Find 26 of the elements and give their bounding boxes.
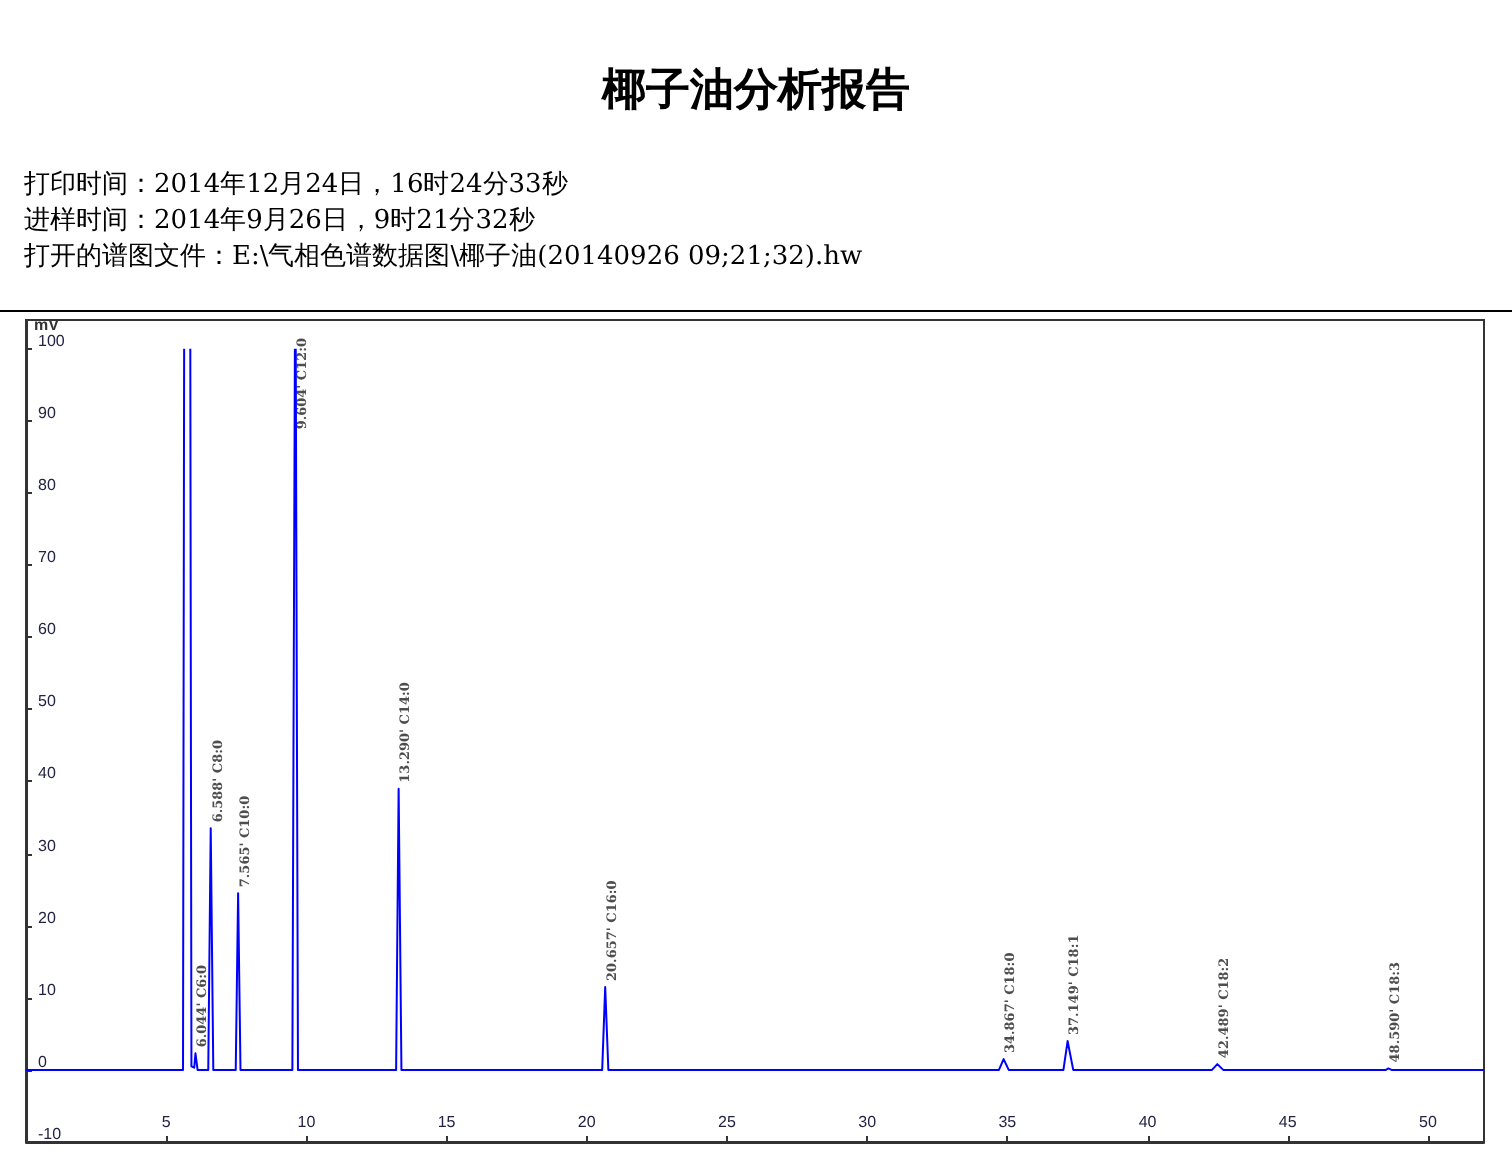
y-tick-label: 80	[38, 476, 57, 495]
y-tick-label: 90	[38, 403, 57, 422]
x-tick-label: 15	[437, 1113, 457, 1131]
text: 进样时间：2014年9月26日，9时21分32秒	[24, 204, 537, 240]
chart-title: 椰子油分析报告	[599, 62, 912, 120]
x-tick-label: 50	[1419, 1113, 1438, 1131]
x-tick-label: 10	[297, 1113, 317, 1131]
y-tick-label: 0	[38, 1052, 48, 1071]
y-tick-label: -10	[38, 1125, 63, 1143]
x-tick-label: 20	[577, 1113, 597, 1131]
x-tick-label: 25	[718, 1113, 737, 1131]
y-tick-label: 40	[38, 764, 57, 783]
x-tick-label: 5	[161, 1113, 172, 1131]
text: 打开的谱图文件：E:\气相色谱数据图\椰子油(20140926 09;21;32).hw	[24, 240, 863, 276]
x-tick-label: 30	[858, 1113, 878, 1131]
y-tick-label: 100	[38, 331, 66, 350]
x-tick-label: 45	[1278, 1113, 1298, 1131]
y-tick-label: 60	[38, 620, 57, 639]
y-tick-label: 20	[38, 908, 57, 927]
x-tick-label: 40	[1138, 1113, 1158, 1131]
x-tick-label: 35	[998, 1113, 1018, 1131]
y-tick-label: 50	[38, 692, 57, 711]
y-tick-label: 70	[38, 548, 57, 567]
y-tick-label: 10	[38, 980, 57, 999]
text: 打印时间：2014年12月24日，16时24分33秒	[24, 168, 570, 204]
y-tick-label: 30	[38, 836, 57, 855]
